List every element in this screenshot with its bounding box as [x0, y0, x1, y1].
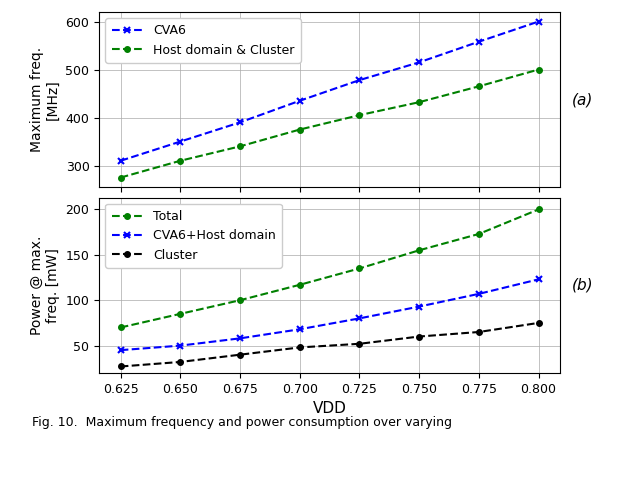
Legend: CVA6, Host domain & Cluster: CVA6, Host domain & Cluster	[106, 18, 301, 63]
CVA6+Host domain	[534, 276, 542, 282]
CVA6	[117, 158, 125, 163]
Host domain & Cluster	[177, 158, 184, 163]
Cluster	[415, 334, 423, 339]
Cluster	[177, 359, 184, 365]
Text: (b): (b)	[572, 278, 593, 293]
Host domain & Cluster	[296, 127, 303, 132]
Line: Cluster: Cluster	[118, 320, 541, 369]
Total	[177, 311, 184, 317]
CVA6	[475, 39, 483, 44]
Total	[415, 248, 423, 253]
CVA6	[296, 98, 303, 104]
Cluster	[236, 352, 244, 358]
CVA6+Host domain	[296, 326, 303, 332]
Total	[117, 325, 125, 330]
Y-axis label: Maximum freq.
[MHz]: Maximum freq. [MHz]	[29, 47, 60, 152]
Cluster	[534, 320, 542, 326]
Cluster	[356, 341, 364, 347]
Host domain & Cluster	[236, 143, 244, 149]
Line: CVA6: CVA6	[117, 18, 542, 164]
Total	[356, 266, 364, 272]
CVA6+Host domain	[177, 343, 184, 348]
Total	[296, 282, 303, 288]
Cluster	[296, 345, 303, 350]
X-axis label: VDD: VDD	[313, 401, 346, 416]
Host domain & Cluster	[117, 174, 125, 180]
Text: (a): (a)	[572, 92, 593, 107]
Cluster	[475, 329, 483, 335]
Host domain & Cluster	[534, 66, 542, 72]
Legend: Total, CVA6+Host domain, Cluster: Total, CVA6+Host domain, Cluster	[106, 204, 282, 268]
CVA6	[177, 139, 184, 144]
CVA6	[236, 120, 244, 125]
CVA6	[415, 59, 423, 65]
CVA6+Host domain	[475, 291, 483, 297]
Text: Fig. 10.  Maximum frequency and power consumption over varying: Fig. 10. Maximum frequency and power con…	[32, 416, 452, 429]
CVA6+Host domain	[415, 304, 423, 309]
CVA6+Host domain	[236, 336, 244, 341]
Total	[534, 206, 542, 212]
Cluster	[117, 364, 125, 369]
Host domain & Cluster	[475, 84, 483, 89]
Line: CVA6+Host domain: CVA6+Host domain	[117, 276, 542, 354]
Total	[236, 297, 244, 303]
Line: Total: Total	[118, 206, 541, 330]
CVA6	[356, 77, 364, 83]
CVA6+Host domain	[117, 348, 125, 353]
CVA6+Host domain	[356, 315, 364, 321]
CVA6	[534, 19, 542, 24]
Line: Host domain & Cluster: Host domain & Cluster	[118, 67, 541, 180]
Total	[475, 231, 483, 237]
Y-axis label: Power @ max.
freq. [mW]: Power @ max. freq. [mW]	[30, 236, 60, 335]
Host domain & Cluster	[415, 99, 423, 105]
Host domain & Cluster	[356, 112, 364, 118]
